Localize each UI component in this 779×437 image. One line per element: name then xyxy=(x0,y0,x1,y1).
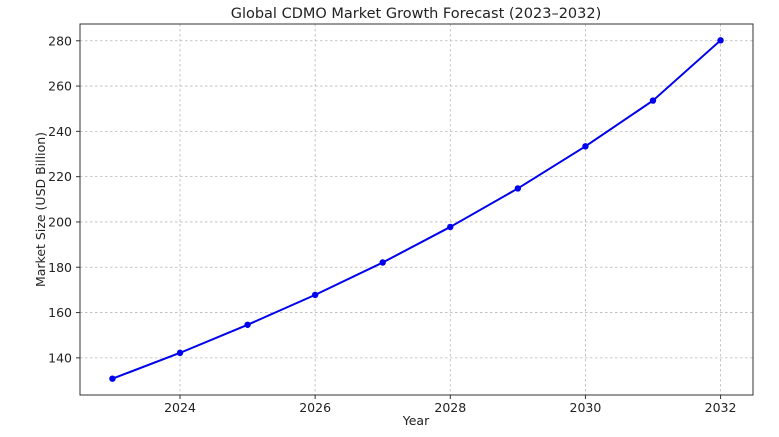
y-tick-label: 240 xyxy=(48,124,72,139)
data-point xyxy=(311,291,319,299)
y-tick-label: 260 xyxy=(48,79,72,94)
y-axis-label: Market Size (USD Billion) xyxy=(33,132,48,287)
x-tick-label: 2030 xyxy=(570,400,602,415)
y-tick-label: 200 xyxy=(48,214,72,229)
plot-frame xyxy=(79,23,754,396)
data-point xyxy=(649,97,657,104)
y-tick-label: 140 xyxy=(48,350,72,365)
data-point xyxy=(447,223,454,231)
x-tick-label: 2026 xyxy=(299,400,331,415)
data-point xyxy=(514,185,522,192)
y-tick-label: 180 xyxy=(48,260,72,275)
gridlines xyxy=(80,24,753,395)
data-point xyxy=(717,37,724,44)
x-tick-label: 2028 xyxy=(434,400,466,415)
data-series xyxy=(109,37,724,382)
data-point xyxy=(582,143,589,150)
x-tick-label: 2024 xyxy=(164,400,196,415)
axis-ticks: 2024 2026 2028 2030 2032 140 160 180 200 220 240 26… xyxy=(48,33,736,415)
y-tick-label: 160 xyxy=(48,305,72,320)
x-axis-label: Year xyxy=(402,413,430,428)
series-line xyxy=(112,39,722,380)
data-point xyxy=(109,375,116,382)
y-tick-label: 280 xyxy=(48,33,72,48)
y-tick-label: 220 xyxy=(48,169,72,184)
data-point xyxy=(244,321,251,328)
data-point xyxy=(379,259,386,266)
data-point xyxy=(176,349,184,357)
x-tick-label: 2032 xyxy=(705,400,737,415)
chart-title: Global CDMO Market Growth Forecast (2023… xyxy=(231,6,602,22)
